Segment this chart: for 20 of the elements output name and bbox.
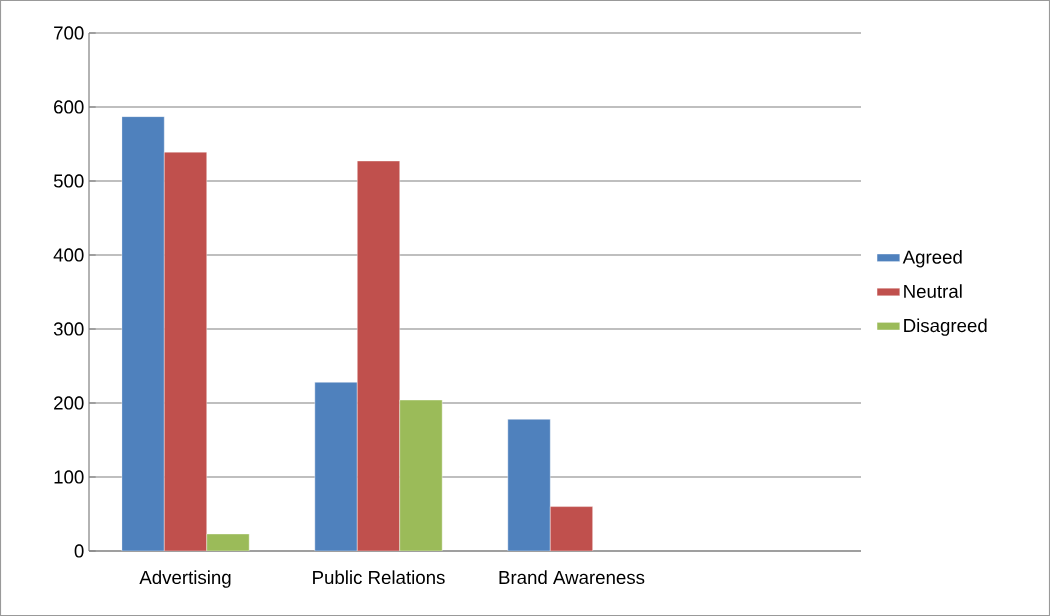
bar bbox=[357, 160, 400, 551]
y-tick-label: 400 bbox=[53, 248, 84, 262]
bar bbox=[550, 506, 593, 551]
y-tick-label: 200 bbox=[54, 396, 84, 410]
legend-label: Neutral bbox=[904, 284, 962, 298]
legend-label: Disagreed bbox=[904, 318, 987, 336]
y-tick-label: 600 bbox=[54, 100, 84, 114]
y-tick-label: 500 bbox=[53, 174, 84, 188]
bar bbox=[507, 419, 551, 551]
y-tick-label: 300 bbox=[53, 322, 84, 336]
bar bbox=[164, 151, 207, 551]
y-tick-label: 0 bbox=[74, 544, 84, 558]
y-tick-label: 100 bbox=[54, 470, 84, 484]
legend-label: Agreed bbox=[902, 250, 962, 268]
bar bbox=[314, 382, 358, 551]
y-tick-label: 700 bbox=[54, 26, 84, 40]
bar bbox=[121, 116, 165, 551]
x-tick-label: Brand Awareness bbox=[499, 570, 645, 585]
x-tick-label: Advertising bbox=[139, 570, 231, 588]
x-tick-label: Public Relations bbox=[313, 570, 445, 585]
